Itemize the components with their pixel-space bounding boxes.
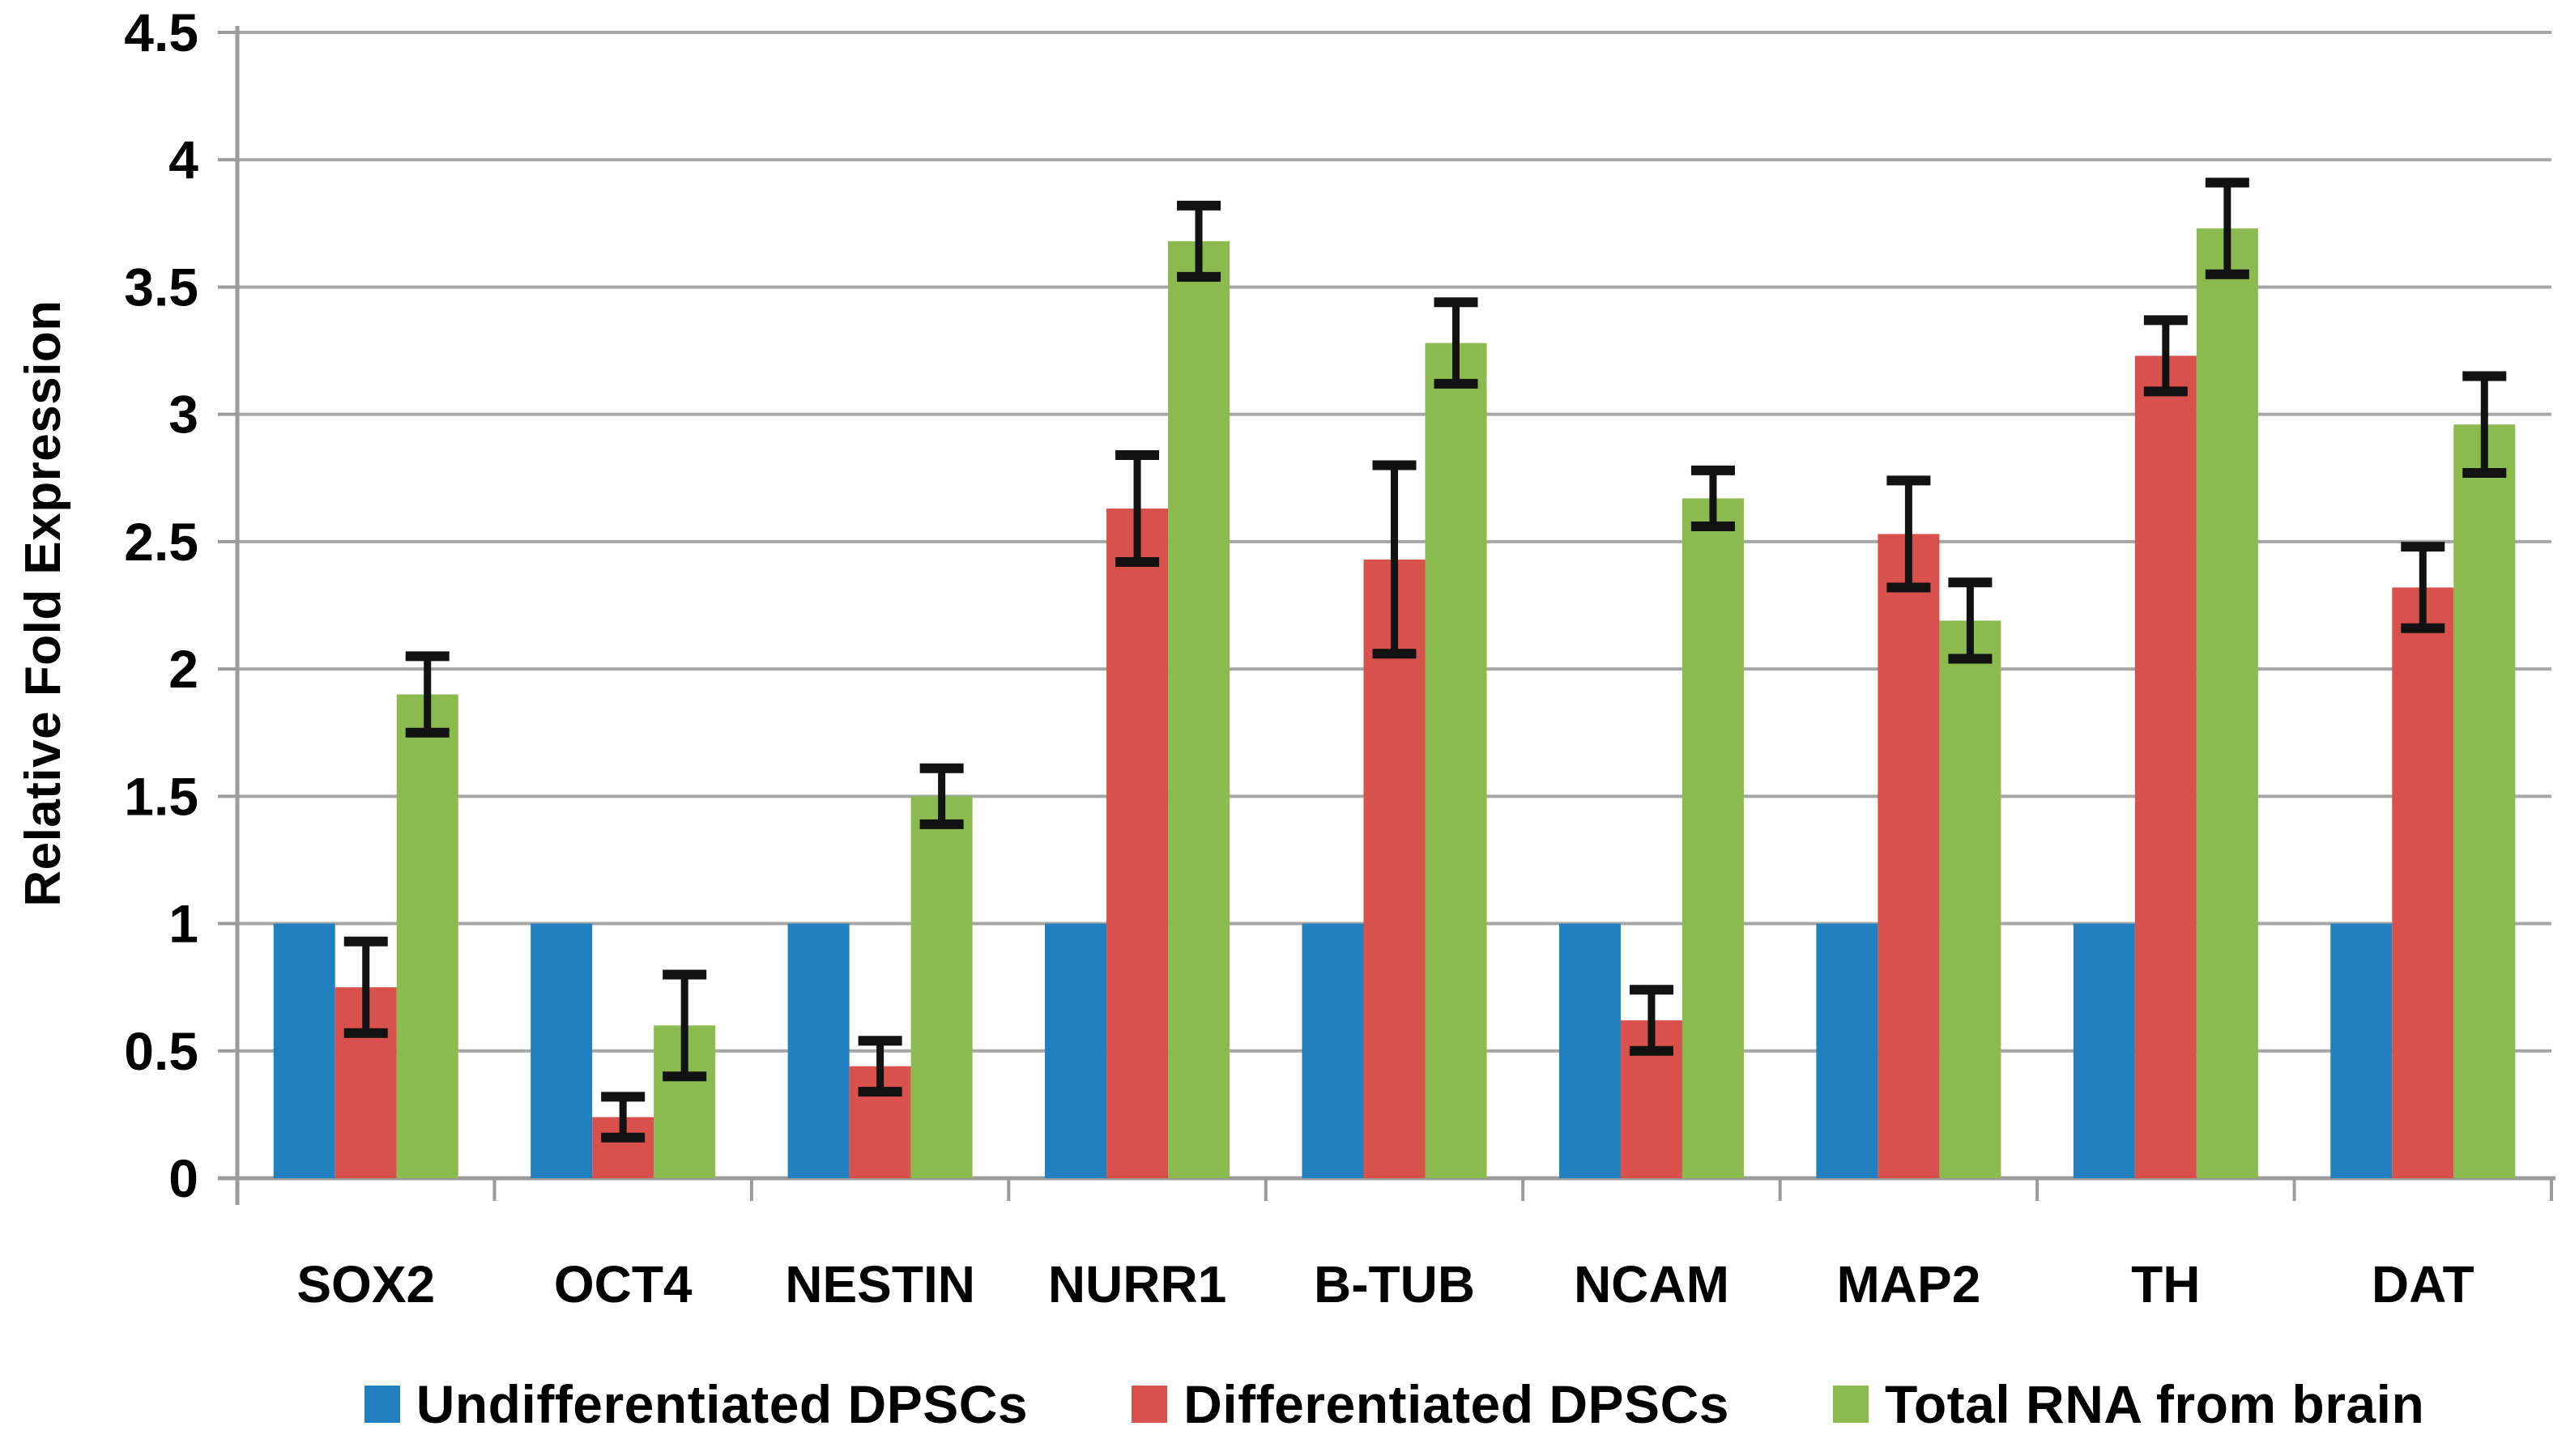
x-category-label-sox2: SOX2 <box>296 1255 435 1313</box>
bar-map2-series0 <box>1816 923 1878 1178</box>
error-bar <box>2143 315 2188 397</box>
bar-sox2-series2 <box>396 694 458 1178</box>
bar-ncam-series2 <box>1682 498 1744 1178</box>
y-tick-label: 4 <box>168 130 198 189</box>
error-bar <box>343 936 388 1038</box>
error-bar <box>663 969 707 1082</box>
bar-b-tub-series2 <box>1425 343 1487 1179</box>
error-bar <box>1115 449 1160 568</box>
bar-nestin-series2 <box>910 796 973 1178</box>
error-bar <box>601 1092 646 1143</box>
error-bar <box>2205 177 2249 279</box>
bar-dat-series1 <box>2392 587 2454 1178</box>
error-bar <box>919 763 964 829</box>
bar-map2-series2 <box>1939 620 2001 1178</box>
legend: Undifferentiated DPSCs Differentiated DPS… <box>237 1372 2551 1437</box>
y-tick-label: 2 <box>168 639 198 699</box>
bar-nurr1-series0 <box>1045 923 1107 1178</box>
y-tick-label: 1.5 <box>124 766 198 826</box>
bar-th-series0 <box>2073 923 2135 1178</box>
y-tick-label: 2.5 <box>124 512 198 572</box>
legend-swatch <box>1132 1386 1168 1423</box>
x-category-label-ncam: NCAM <box>1574 1255 1729 1313</box>
x-category-label-oct4: OCT4 <box>554 1255 693 1313</box>
y-tick-label: 3 <box>168 385 198 445</box>
bar-nurr1-series1 <box>1106 509 1169 1178</box>
x-category-label-dat: DAT <box>2372 1255 2474 1313</box>
legend-label: Total RNA from brain <box>1884 1374 2425 1434</box>
bar-th-series1 <box>2134 355 2197 1178</box>
bar-b-tub-series0 <box>1302 923 1364 1178</box>
legend-item-series0: Undifferentiated DPSCs <box>364 1373 1028 1435</box>
error-bar <box>405 651 450 738</box>
y-tick-label: 3.5 <box>124 257 198 317</box>
error-bar <box>1690 465 1735 532</box>
bar-sox2-series0 <box>273 923 335 1178</box>
error-bar <box>1629 985 1673 1056</box>
error-bar <box>2401 542 2445 633</box>
bar-nestin-series0 <box>787 923 850 1178</box>
legend-swatch <box>1832 1386 1869 1423</box>
y-tick-label: 0 <box>168 1148 198 1208</box>
legend-swatch <box>364 1386 400 1423</box>
legend-item-series2: Total RNA from brain <box>1832 1373 2425 1435</box>
legend-item-series1: Differentiated DPSCs <box>1132 1373 1729 1435</box>
error-bar <box>1886 475 1931 593</box>
bar-dat-series0 <box>2330 923 2393 1178</box>
y-tick-label: 1 <box>168 894 198 954</box>
bar-th-series2 <box>2196 228 2258 1179</box>
bar-oct4-series0 <box>531 923 593 1178</box>
error-bar <box>1948 577 1993 664</box>
x-category-label-nestin: NESTIN <box>785 1255 975 1313</box>
legend-label: Undifferentiated DPSCs <box>416 1374 1029 1434</box>
bar-nurr1-series2 <box>1168 241 1230 1178</box>
error-bar <box>1177 200 1221 282</box>
bar-map2-series1 <box>1878 534 1940 1178</box>
x-category-label-b-tub: B-TUB <box>1314 1255 1475 1313</box>
x-category-label-map2: MAP2 <box>1836 1255 1980 1313</box>
x-category-label-nurr1: NURR1 <box>1048 1255 1226 1313</box>
error-bar <box>2462 371 2507 478</box>
error-bar <box>1434 297 1478 389</box>
y-tick-label: 0.5 <box>124 1021 198 1081</box>
error-bar <box>858 1036 902 1097</box>
bar-ncam-series0 <box>1558 923 1621 1178</box>
bar-b-tub-series1 <box>1363 559 1426 1178</box>
legend-label: Differentiated DPSCs <box>1183 1374 1729 1434</box>
bar-dat-series2 <box>2453 424 2516 1178</box>
y-tick-label: 4.5 <box>124 2 198 62</box>
error-bar <box>1372 460 1417 659</box>
y-axis-title: Relative Fold Expression <box>15 300 71 907</box>
x-category-label-th: TH <box>2131 1255 2200 1313</box>
